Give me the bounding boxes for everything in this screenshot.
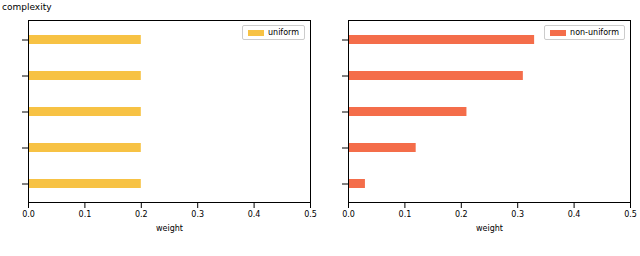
svg-text:weight: weight xyxy=(476,224,503,233)
svg-text:0.3: 0.3 xyxy=(511,210,524,219)
html-text:uniform: uniform xyxy=(268,28,299,37)
svg-text:0.3: 0.3 xyxy=(191,210,204,219)
svg-text:0.2: 0.2 xyxy=(455,210,468,219)
svg-text:0.1: 0.1 xyxy=(399,210,412,219)
svg-text:0.1: 0.1 xyxy=(79,210,92,219)
svg-text:0.5: 0.5 xyxy=(624,210,637,219)
svg-text:0.4: 0.4 xyxy=(248,210,261,219)
html-text:non-uniform: non-uniform xyxy=(570,28,619,37)
svg-text:weight: weight xyxy=(156,224,183,233)
svg-text:0.5: 0.5 xyxy=(304,210,317,219)
svg-text:0.0: 0.0 xyxy=(342,210,355,219)
svg-text:0.0: 0.0 xyxy=(22,210,35,219)
svg-text:0.4: 0.4 xyxy=(568,210,581,219)
svg-text:0.2: 0.2 xyxy=(135,210,148,219)
html-text:complexity: complexity xyxy=(2,2,52,12)
